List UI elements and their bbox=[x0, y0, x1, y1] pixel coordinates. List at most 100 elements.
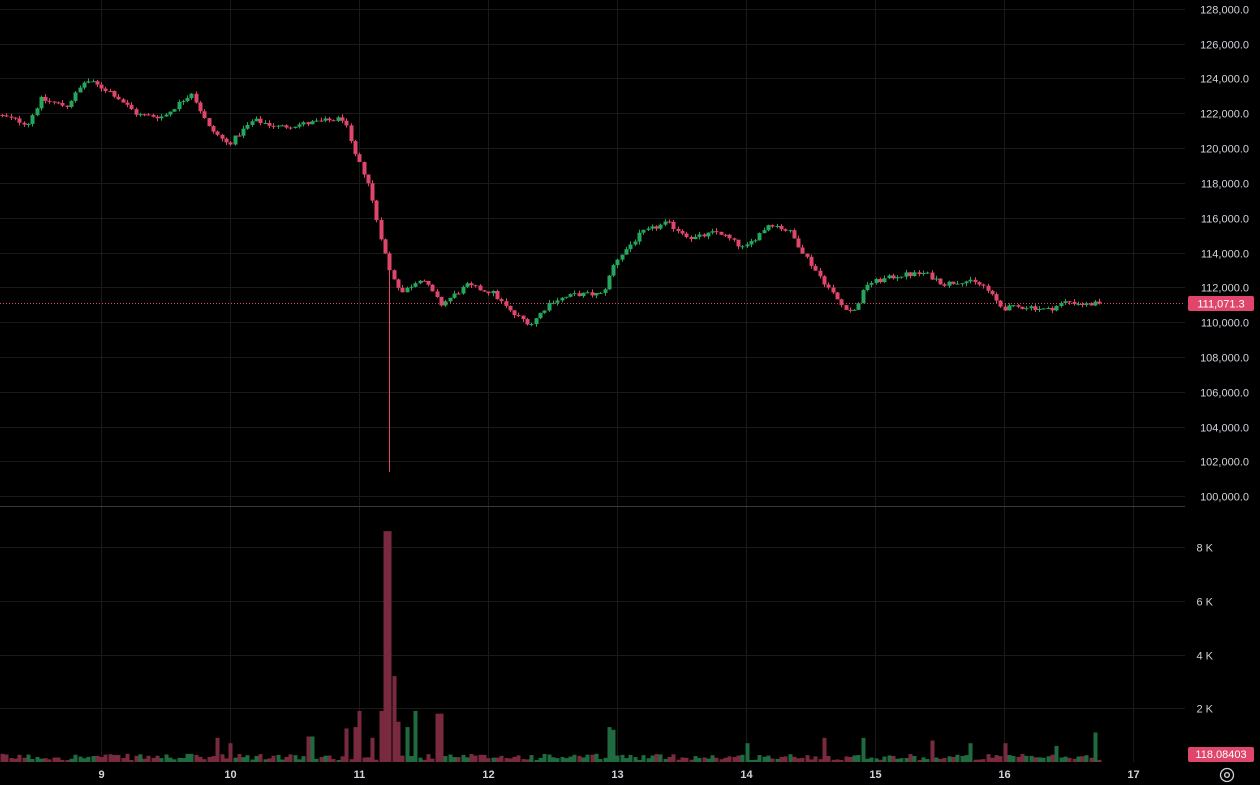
volume-bar bbox=[719, 759, 724, 762]
volume-bar bbox=[370, 737, 375, 762]
volume-bar bbox=[955, 754, 960, 762]
candle-body bbox=[779, 225, 784, 230]
volume-bar bbox=[663, 759, 668, 762]
volume-bar bbox=[233, 757, 238, 762]
candle-body bbox=[293, 126, 298, 128]
volume-bar bbox=[426, 754, 431, 762]
volume-bar bbox=[521, 759, 526, 762]
volume-bar bbox=[159, 758, 164, 762]
volume-bar bbox=[671, 754, 676, 762]
candle-body bbox=[658, 224, 663, 229]
candle-body bbox=[4, 115, 9, 117]
volume-bar bbox=[693, 756, 698, 762]
candle-body bbox=[95, 81, 100, 85]
volume-bar bbox=[482, 754, 487, 762]
volume-bar bbox=[603, 757, 608, 762]
volume-bar bbox=[65, 760, 70, 762]
date-tick-label: 9 bbox=[98, 769, 104, 781]
candle-body bbox=[108, 91, 113, 93]
candle-body bbox=[473, 285, 478, 287]
volume-bar bbox=[848, 756, 853, 762]
volume-bar bbox=[951, 756, 956, 762]
candle-body bbox=[9, 116, 14, 118]
candle-body bbox=[512, 310, 517, 316]
candle-body bbox=[839, 299, 844, 306]
volume-bar bbox=[392, 676, 397, 762]
time-axis[interactable]: 9 10 11 12 13 14 15 16 17 bbox=[98, 769, 1139, 781]
volume-bar bbox=[129, 760, 134, 762]
volume-bar bbox=[1007, 754, 1012, 762]
candle-body bbox=[228, 142, 233, 145]
candle-body bbox=[422, 280, 427, 282]
price-tick-label: 114,000.0 bbox=[1201, 249, 1249, 261]
volume-bar bbox=[95, 755, 100, 762]
last-price-label: 111,071.3 bbox=[1197, 299, 1244, 311]
volume-bar bbox=[181, 758, 186, 762]
candle-body bbox=[426, 280, 431, 285]
candle-body bbox=[710, 231, 715, 233]
candle-body bbox=[1037, 308, 1042, 311]
volume-bar bbox=[1003, 743, 1008, 762]
volume-bar bbox=[224, 758, 229, 762]
candle-body bbox=[934, 278, 939, 280]
candle-body bbox=[908, 272, 913, 276]
candle-body bbox=[809, 256, 814, 266]
volume-bar bbox=[172, 759, 177, 762]
volume-bar bbox=[142, 758, 147, 762]
candle-body bbox=[504, 301, 509, 306]
candle-body bbox=[792, 230, 797, 239]
candle-body bbox=[435, 291, 440, 297]
volume-bar bbox=[443, 756, 448, 762]
price-tick-label: 126,000.0 bbox=[1200, 40, 1249, 52]
price-tick-label: 106,000.0 bbox=[1200, 388, 1249, 400]
volume-bar bbox=[400, 755, 405, 762]
candle-body bbox=[65, 105, 70, 107]
candle-body bbox=[521, 315, 526, 320]
volume-bar bbox=[387, 531, 392, 762]
candle-body bbox=[770, 225, 775, 227]
volume-bar bbox=[960, 755, 965, 762]
volume-bar bbox=[486, 758, 491, 762]
date-tick-label: 12 bbox=[482, 769, 494, 781]
last-volume-badge-bg bbox=[1188, 747, 1254, 762]
volume-bar bbox=[796, 758, 801, 762]
volume-bar bbox=[43, 758, 48, 762]
candle-body bbox=[938, 278, 943, 285]
volume-bar bbox=[1011, 756, 1016, 762]
volume-axis[interactable]: 8 K 6 K 4 K 2 K bbox=[1196, 543, 1213, 716]
volume-bar bbox=[882, 756, 887, 762]
volume-bar bbox=[504, 758, 509, 762]
last-volume-badge: 118.08403 bbox=[1188, 747, 1254, 762]
volume-bar bbox=[869, 757, 874, 762]
candle-body bbox=[1072, 301, 1077, 305]
volume-bar bbox=[465, 757, 470, 762]
volume-bar bbox=[904, 758, 909, 762]
volume-bar bbox=[770, 758, 775, 762]
candle-body bbox=[921, 273, 926, 275]
volume-bar bbox=[263, 759, 268, 762]
volume-bar bbox=[220, 754, 225, 762]
settings-icon[interactable] bbox=[1219, 767, 1235, 783]
volume-bar bbox=[336, 760, 341, 762]
candle-body bbox=[413, 283, 418, 287]
candle-body bbox=[684, 233, 689, 238]
candle-body bbox=[1029, 306, 1034, 309]
candle-body bbox=[654, 226, 659, 229]
candle-body bbox=[727, 234, 732, 239]
volume-bar bbox=[1046, 756, 1051, 762]
candle-body bbox=[134, 109, 139, 115]
candle-body bbox=[448, 297, 453, 302]
price-axis[interactable]: 128,000.0 126,000.0 124,000.0 122,000.0 120,… bbox=[1200, 5, 1249, 504]
volume-bar bbox=[69, 758, 74, 762]
candle-body bbox=[603, 289, 608, 293]
candle-body bbox=[977, 282, 982, 285]
volume-bar bbox=[680, 757, 685, 762]
volume-bar bbox=[581, 757, 586, 762]
candle-body bbox=[594, 293, 599, 296]
volume-bar bbox=[835, 759, 840, 762]
candle-body bbox=[189, 93, 194, 99]
volume-bar bbox=[35, 756, 40, 762]
volume-bar bbox=[379, 711, 384, 762]
volume-bar bbox=[177, 757, 182, 762]
volume-bar bbox=[13, 758, 18, 762]
